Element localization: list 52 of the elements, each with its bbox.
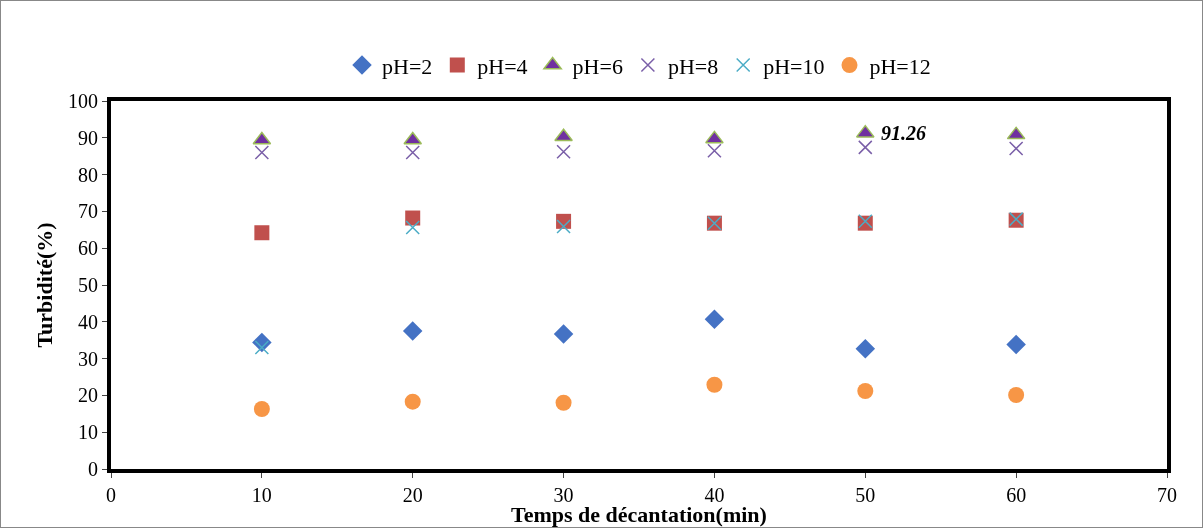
point <box>1008 387 1025 404</box>
point <box>1008 141 1024 156</box>
point <box>254 225 270 241</box>
legend-label: pH=2 <box>382 53 433 79</box>
x-tick-label: 0 <box>106 484 116 506</box>
annotation: 91.26 <box>881 122 926 144</box>
point <box>404 393 421 410</box>
x-tick-label: 60 <box>1006 484 1027 506</box>
point <box>706 376 723 393</box>
y-axis-title: Turbidité(%) <box>32 222 58 348</box>
y-tick-label: 80 <box>78 163 98 186</box>
y-tick-label: 100 <box>68 90 98 112</box>
point <box>858 140 873 155</box>
point <box>402 321 423 341</box>
point <box>705 130 724 144</box>
y-tick-label: 70 <box>78 200 98 223</box>
point <box>252 131 272 145</box>
point <box>556 219 571 234</box>
y-tick-label: 90 <box>78 126 98 149</box>
x-tick-label: 20 <box>402 484 423 506</box>
x-tick-label: 50 <box>855 484 876 506</box>
y-tick-label: 40 <box>78 310 98 333</box>
x-tick-label: 10 <box>251 484 272 506</box>
point <box>554 128 573 142</box>
point <box>405 220 420 235</box>
legend-label: pH=12 <box>869 53 931 79</box>
point <box>405 210 421 226</box>
y-tick-label: 50 <box>78 274 98 296</box>
legend-label: pH=6 <box>572 53 623 79</box>
y-tick-label: 30 <box>78 347 98 370</box>
legend-label: pH=8 <box>667 53 719 79</box>
point <box>1006 334 1026 355</box>
x-tick-label: 70 <box>1157 484 1177 506</box>
point <box>553 324 574 344</box>
point <box>254 145 270 160</box>
y-tick-label: 10 <box>78 421 98 444</box>
point <box>253 401 270 418</box>
point <box>707 143 722 158</box>
point <box>403 131 423 145</box>
point <box>855 124 875 138</box>
legend-label: pH=4 <box>477 53 528 79</box>
y-tick-label: 0 <box>88 458 98 480</box>
point <box>857 382 874 399</box>
point <box>556 144 571 160</box>
point <box>555 394 572 411</box>
point <box>704 309 725 329</box>
point <box>405 145 420 160</box>
legend-label: pH=10 <box>763 53 825 79</box>
y-tick-label: 60 <box>78 237 98 260</box>
point <box>855 338 876 359</box>
point <box>1006 126 1026 140</box>
y-tick-label: 20 <box>78 384 98 407</box>
